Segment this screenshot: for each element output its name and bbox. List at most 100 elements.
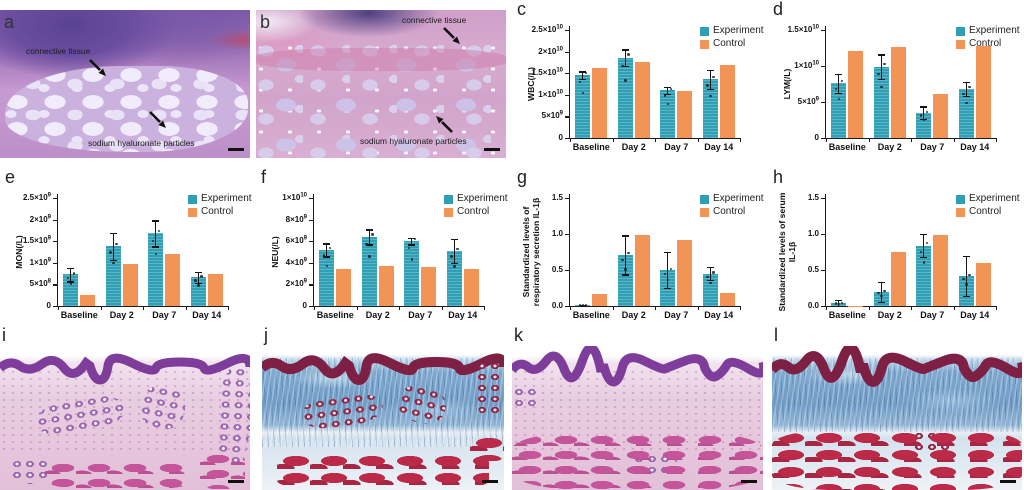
- data-point-dot: [621, 258, 624, 262]
- panel-c-chart: c 0 5×109 1×1010 1.5×1010 2×1010 2.5×1010 Base…: [512, 0, 768, 165]
- error-bar-cap: [67, 281, 75, 283]
- bar-experiment-day-2: [105, 246, 121, 306]
- x-axis: [569, 306, 741, 308]
- scale-bar: [741, 480, 757, 483]
- muscle-layer: [772, 429, 1022, 490]
- legend-entry-control: Control: [956, 207, 1020, 217]
- y-tick: [53, 198, 57, 200]
- legend-label: Control: [713, 38, 746, 49]
- x-category-label: Baseline: [828, 142, 866, 152]
- legend-entry-experiment: Experiment: [700, 194, 764, 204]
- panel-letter: a: [4, 12, 15, 32]
- data-point-dot: [621, 64, 624, 68]
- data-point-dot: [925, 110, 929, 114]
- y-tick: [821, 198, 825, 200]
- y-tick: [821, 30, 825, 32]
- chart-plot-area: 0 2×109 4×109 6×109 8×109 1×1010 Baseline Day 2…: [256, 168, 512, 333]
- x-tick: [314, 307, 316, 310]
- panel-e-chart: e 0 5×108 1×109 1.5×109 2×109 2.5×109 Baseline…: [0, 168, 256, 333]
- data-point-dot: [877, 292, 880, 295]
- y-axis: [313, 194, 315, 306]
- y-tick: [309, 284, 313, 286]
- y-tick: [565, 51, 569, 53]
- data-point-dot: [584, 304, 588, 307]
- error-bar-cap: [664, 252, 672, 254]
- x-tick: [612, 307, 614, 310]
- y-axis-label: NEU(/L): [270, 236, 281, 268]
- data-point-dot: [112, 262, 115, 265]
- y-tick: [309, 306, 313, 308]
- x-axis: [825, 138, 997, 140]
- data-point-dot: [663, 272, 667, 275]
- y-tick: [565, 198, 569, 200]
- y-tick: [565, 30, 569, 32]
- exponent: 9: [815, 96, 819, 103]
- data-point-dot: [627, 53, 630, 56]
- legend-swatch-experiment-icon: [700, 194, 709, 204]
- chart-plot-area: 0.0 0.5 1.0 1.5 Baseline Day 2 Day 7 Day 14: [768, 168, 1024, 333]
- y-tick: [53, 241, 57, 243]
- x-category-label: Day 14: [704, 142, 734, 152]
- data-point-dot: [200, 275, 203, 278]
- data-point-dot: [663, 94, 667, 97]
- epithelium-layer: [262, 353, 504, 386]
- panel-b-histology: b connective tissue sodium hyaluronate p…: [256, 10, 506, 158]
- y-axis: [825, 26, 827, 138]
- error-bar-cap: [920, 257, 928, 259]
- exponent: 9: [47, 213, 51, 220]
- y-tick-label: 1.0: [551, 229, 563, 238]
- data-point-dot: [837, 97, 841, 100]
- legend-label: Experiment: [713, 193, 764, 204]
- y-tick: [309, 198, 313, 200]
- data-point-dot: [365, 242, 368, 246]
- panel-i-histology: i: [0, 326, 250, 490]
- error-bar-line: [709, 267, 711, 281]
- x-tick: [655, 139, 657, 142]
- bar-experiment-baseline: [831, 83, 847, 138]
- y-tick-label: 0.0: [807, 301, 819, 310]
- error-bar-cap: [621, 49, 629, 51]
- data-point-dot: [197, 284, 200, 287]
- chart-plot-area: 0 5×108 1×109 1.5×109 2×109 2.5×109 Baseline Da…: [0, 168, 256, 333]
- chart-plot-area: 0.0 0.5 1.0 1.5 Baseline Day 2 Day 7 Day 14: [512, 168, 768, 333]
- bar-experiment-day-2: [617, 254, 633, 306]
- chart-plot-area: 0 5×109 1×1010 1.5×1010 2×1010 2.5×1010 Baseli…: [512, 0, 768, 165]
- scale-bar: [482, 480, 498, 483]
- x-tick: [868, 307, 870, 310]
- data-point-dot: [709, 94, 712, 98]
- legend-label: Control: [457, 206, 490, 217]
- y-tick: [53, 284, 57, 286]
- x-category-label: Day 2: [109, 310, 134, 320]
- x-tick: [953, 307, 955, 310]
- legend-entry-experiment: Experiment: [188, 194, 252, 204]
- y-tick-label: 1×1010: [794, 60, 819, 70]
- y-tick: [565, 94, 569, 96]
- y-tick: [565, 306, 569, 308]
- bar-experiment-baseline: [319, 249, 335, 306]
- y-tick-label: 4×109: [285, 257, 307, 267]
- error-bar-cap: [920, 234, 928, 236]
- panel-a-histology: a connective tissue sodium hyaluronate p…: [0, 10, 250, 158]
- chart-legend: Experiment Control: [444, 194, 508, 220]
- error-bar-cap: [877, 301, 885, 303]
- error-bar-cap: [835, 306, 843, 308]
- data-point-dot: [962, 92, 965, 96]
- annotation-arrow-icon: [443, 27, 460, 44]
- data-point-dot: [450, 255, 453, 258]
- panel-letter: f: [261, 167, 267, 187]
- error-bar-cap: [408, 237, 416, 240]
- y-tick-label: 2×109: [29, 213, 51, 224]
- data-point-dot: [109, 251, 112, 254]
- data-point-dot: [666, 102, 670, 106]
- error-bar-cap: [706, 267, 714, 269]
- bar-experiment-day-14: [190, 277, 206, 306]
- bar-control-baseline: [848, 50, 864, 138]
- error-bar-line: [112, 232, 114, 260]
- legend-swatch-control-icon: [956, 207, 965, 217]
- gland-cluster: [474, 360, 504, 418]
- bar-control-baseline: [80, 294, 96, 306]
- y-tick-label: 2×109: [285, 278, 307, 289]
- y-tick-label: 0.5: [807, 265, 819, 274]
- data-point-dot: [627, 251, 630, 255]
- x-tick: [868, 139, 870, 142]
